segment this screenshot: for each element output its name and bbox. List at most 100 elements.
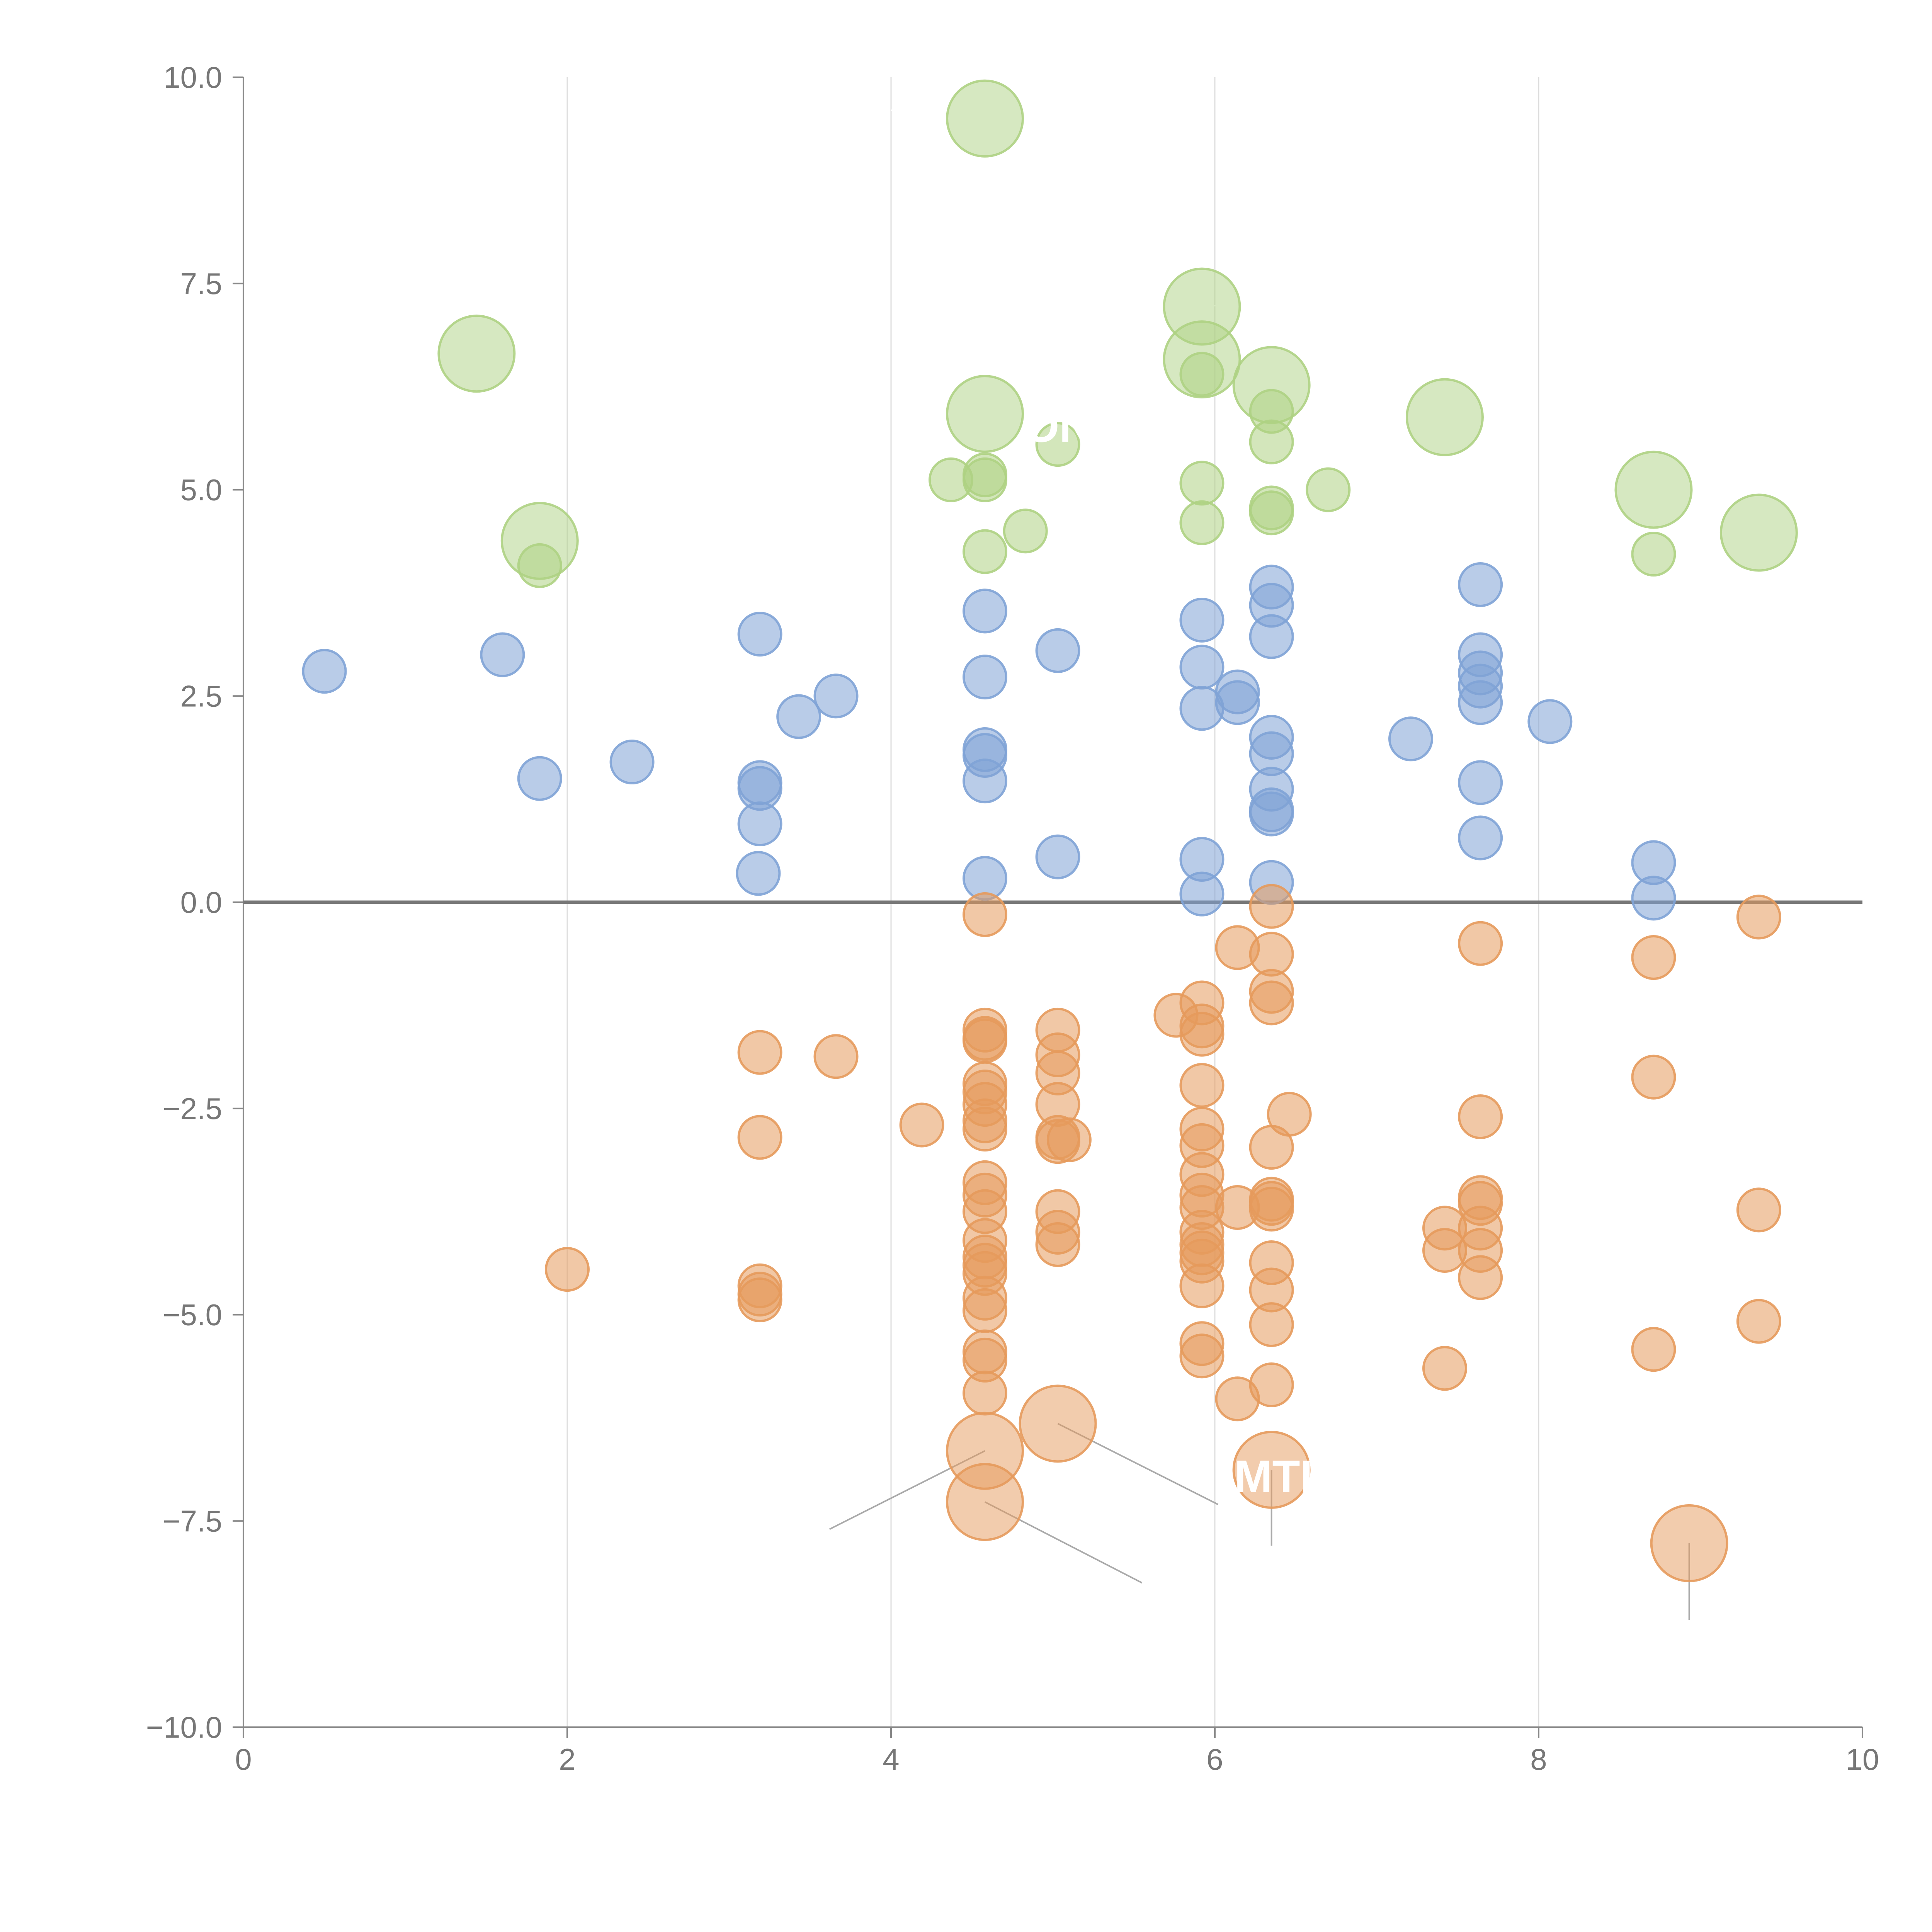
green-large-point	[500, 502, 579, 580]
green-large-point	[946, 79, 1024, 158]
y-tick-label: 5.0	[180, 473, 222, 507]
blue-point	[963, 759, 1008, 804]
x-tick-label: 6	[1206, 1742, 1223, 1776]
green-large-point	[1232, 346, 1311, 424]
blue-point	[963, 655, 1008, 700]
y-tick-label: −5.0	[163, 1298, 222, 1332]
green-point	[1306, 467, 1351, 512]
orange-point	[1249, 1187, 1294, 1232]
blue-point	[737, 801, 782, 847]
orange-point	[963, 1107, 1008, 1152]
annotation-label: MTI	[1234, 1451, 1313, 1502]
blue-point	[302, 649, 347, 694]
orange-point	[545, 1247, 590, 1292]
green-large-point	[1719, 493, 1798, 572]
orange-point	[1458, 921, 1503, 966]
blue-point	[1458, 680, 1503, 725]
axes: 10.0 7.5 5.0 2.5 0.0 −2.5 −5.0 −7.5 −10.0 0 2 4 6 8 10	[146, 60, 1879, 1776]
green-point	[1035, 422, 1080, 467]
orange-point	[1249, 1302, 1294, 1347]
blue-point	[1215, 680, 1260, 725]
orange-point	[1736, 895, 1781, 940]
blue-point	[1179, 597, 1225, 643]
blue-point	[1249, 614, 1294, 659]
blue-point	[480, 632, 525, 677]
data-points	[302, 79, 1798, 1582]
y-tick-label: −7.5	[163, 1504, 222, 1538]
blue-point	[1035, 628, 1080, 673]
green-large-point	[437, 315, 516, 393]
orange-point	[899, 1102, 944, 1148]
blue-point	[1179, 871, 1225, 917]
orange-point	[963, 1371, 1008, 1416]
green-point	[1179, 461, 1225, 506]
green-point	[1179, 500, 1225, 545]
orange-large-point	[1232, 1430, 1311, 1509]
blue-point	[609, 740, 655, 785]
blue-point	[1179, 645, 1225, 690]
blue-point	[1458, 815, 1503, 861]
orange-point	[1179, 1333, 1225, 1379]
blue-point	[813, 673, 859, 719]
blue-point	[776, 694, 821, 739]
blue-point	[1458, 760, 1503, 805]
blue-point	[1035, 834, 1080, 879]
blue-point	[737, 612, 782, 657]
orange-large-point	[1650, 1504, 1728, 1582]
y-tick-label: −10.0	[146, 1710, 222, 1744]
blue-point	[1631, 876, 1676, 921]
x-tick-label: 4	[883, 1742, 899, 1776]
orange-point	[737, 1115, 782, 1160]
orange-point	[963, 1288, 1008, 1333]
annotation-label: ON	[1024, 401, 1092, 452]
orange-large-point	[946, 1463, 1024, 1541]
orange-point	[1458, 1094, 1503, 1139]
orange-point	[1035, 1222, 1080, 1267]
green-large-point	[1405, 378, 1484, 456]
orange-point	[1179, 1263, 1225, 1308]
x-tick-label: 10	[1846, 1742, 1879, 1776]
orange-point	[1422, 1346, 1467, 1391]
leader-lines	[539, 109, 1760, 1620]
blue-point	[517, 756, 562, 801]
orange-point	[1179, 1063, 1225, 1108]
orange-point	[963, 892, 1008, 937]
blue-point	[963, 588, 1008, 634]
orange-point	[1736, 1299, 1781, 1344]
green-large-point	[1163, 320, 1241, 399]
y-tick-label: −2.5	[163, 1092, 222, 1126]
green-point	[1631, 532, 1676, 577]
green-point	[1003, 509, 1048, 554]
orange-point	[813, 1034, 859, 1079]
x-tick-label: 2	[559, 1742, 575, 1776]
y-tick-label: 10.0	[163, 60, 222, 94]
annotations: ON MTI	[1024, 401, 1313, 1502]
y-tick-label: 0.0	[180, 885, 222, 919]
x-tick-label: 0	[235, 1742, 252, 1776]
orange-large-point	[1019, 1384, 1097, 1463]
green-point	[1249, 490, 1294, 536]
blue-point	[1388, 716, 1433, 762]
green-large-point	[1614, 451, 1693, 529]
blue-point	[1249, 791, 1294, 837]
orange-point	[1249, 884, 1294, 929]
orange-point	[1631, 1054, 1676, 1100]
orange-point	[1458, 1255, 1503, 1300]
green-point	[963, 457, 1008, 502]
green-point	[963, 529, 1008, 574]
orange-point	[737, 1277, 782, 1323]
blue-point	[1527, 699, 1573, 744]
green-point	[1249, 419, 1294, 464]
y-tick-label: 7.5	[180, 267, 222, 301]
orange-point	[1249, 980, 1294, 1026]
orange-point	[963, 1018, 1008, 1063]
orange-point	[1736, 1187, 1781, 1233]
orange-point	[737, 1030, 782, 1075]
y-tick-label: 2.5	[180, 679, 222, 713]
orange-point	[1267, 1092, 1312, 1137]
blue-point	[736, 851, 781, 896]
orange-point	[1631, 935, 1676, 980]
orange-point	[1249, 1362, 1294, 1407]
